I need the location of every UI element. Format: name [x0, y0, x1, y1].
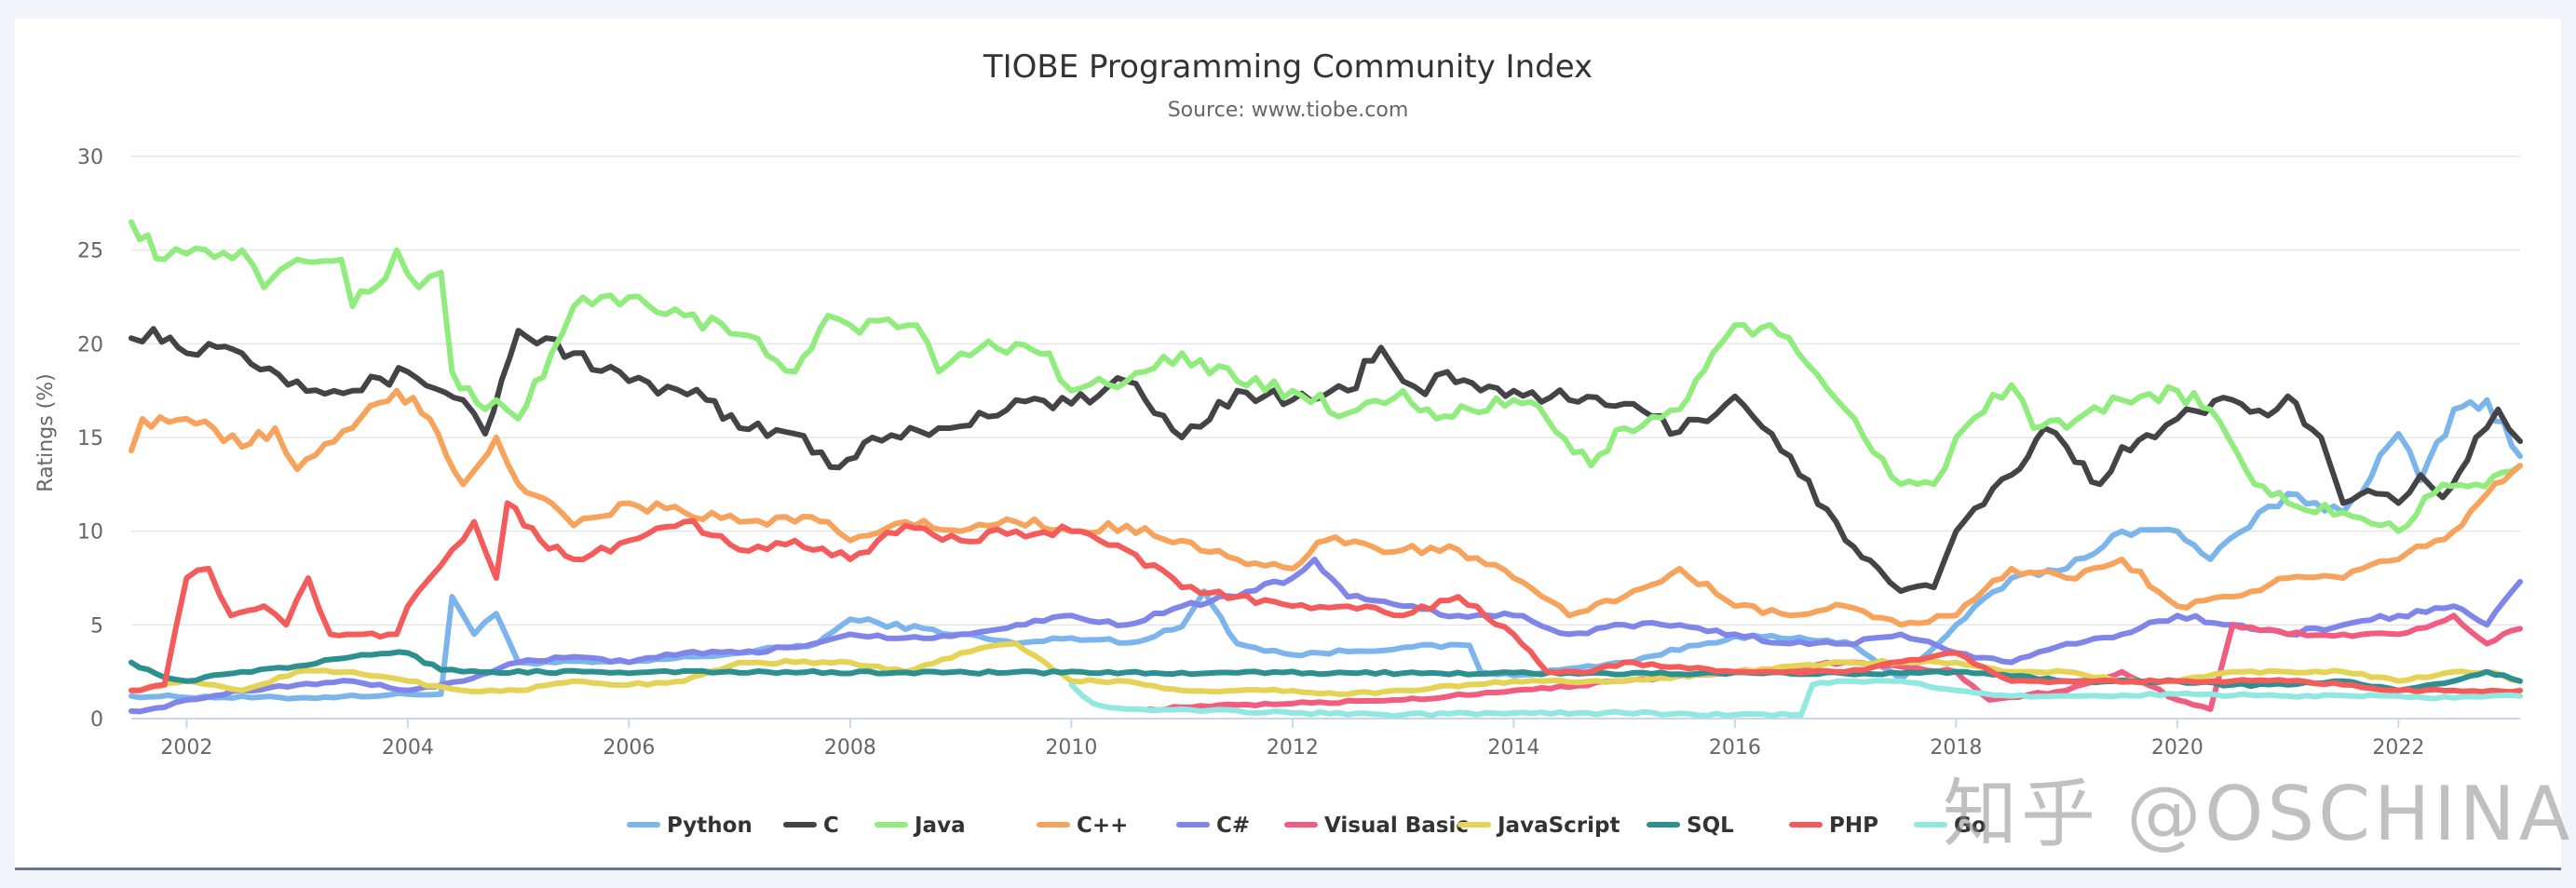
y-axis-label: Ratings (%) — [34, 373, 58, 491]
watermark-text: 知乎 @OSCHINA — [1943, 771, 2574, 857]
legend-item-sql[interactable]: SQL — [1647, 814, 1734, 838]
chart-title: TIOBE Programming Community Index — [983, 48, 1593, 86]
legend-item-java[interactable]: Java — [874, 814, 966, 838]
bottom-rule — [15, 868, 2561, 870]
x-tick-label: 2022 — [2372, 736, 2424, 760]
y-tick-label: 0 — [90, 708, 103, 732]
legend-label: C — [823, 814, 839, 838]
legend-label: Java — [913, 814, 966, 838]
chart-svg: TIOBE Programming Community Index Source… — [34, 48, 2523, 838]
x-tick-label: 2014 — [1487, 736, 1539, 760]
legend-label: SQL — [1687, 814, 1734, 838]
x-tick-label: 2012 — [1267, 736, 1319, 760]
grid-layer — [131, 155, 2520, 720]
series-line-c — [129, 326, 2523, 595]
legend-item-go[interactable]: Go — [1914, 814, 1986, 838]
series-line-go — [1068, 678, 2523, 720]
series-line-c- — [129, 387, 2523, 628]
y-tick-label: 10 — [77, 521, 103, 545]
legend-label: C# — [1216, 814, 1250, 838]
series-line-php — [129, 500, 2523, 695]
legend-item-c[interactable]: C — [783, 814, 839, 838]
legend-label: JavaScript — [1496, 814, 1620, 838]
legend-label: C++ — [1077, 814, 1128, 838]
x-tick-label: 2004 — [382, 736, 434, 760]
x-tick-label: 2018 — [1930, 736, 1982, 760]
series-line-java — [129, 219, 2523, 534]
series-layer — [129, 219, 2523, 720]
legend-label: Python — [667, 814, 752, 838]
x-tick-label: 2002 — [160, 736, 212, 760]
y-tick-label: 15 — [77, 427, 103, 451]
x-tick-label: 2008 — [824, 736, 876, 760]
y-tick-label: 5 — [90, 614, 103, 638]
x-tick-label: 2016 — [1709, 736, 1761, 760]
legend-item-visual-basic[interactable]: Visual Basic — [1284, 814, 1469, 838]
chart-subtitle: Source: www.tiobe.com — [1168, 99, 1409, 122]
legend-label: Visual Basic — [1324, 814, 1469, 838]
x-tick-label: 2006 — [603, 736, 655, 760]
tick-layer: 0 5 10 15 20 25 30 2002 2004 2006 2008 2010 2012 2014… — [77, 146, 2424, 760]
y-tick-label: 30 — [77, 146, 103, 169]
chart-card: TIOBE Programming Community Index Source… — [15, 19, 2569, 868]
legend: Python C Java C++ C# Visual Basic JavaScript SQ… — [627, 814, 1986, 838]
series-line-sql — [129, 649, 2523, 693]
series-line-c- — [129, 556, 2523, 715]
y-tick-label: 25 — [77, 240, 103, 263]
legend-item-php[interactable]: PHP — [1789, 814, 1878, 838]
legend-label: PHP — [1829, 814, 1878, 838]
legend-item-python[interactable]: Python — [627, 814, 752, 838]
legend-item-c-[interactable]: C++ — [1037, 814, 1128, 838]
legend-label: Go — [1954, 814, 1986, 838]
x-tick-label: 2020 — [2151, 736, 2203, 760]
legend-item-c-[interactable]: C# — [1176, 814, 1250, 838]
x-tick-label: 2010 — [1045, 736, 1097, 760]
legend-item-javascript[interactable]: JavaScript — [1457, 814, 1620, 838]
y-tick-label: 20 — [77, 333, 103, 357]
